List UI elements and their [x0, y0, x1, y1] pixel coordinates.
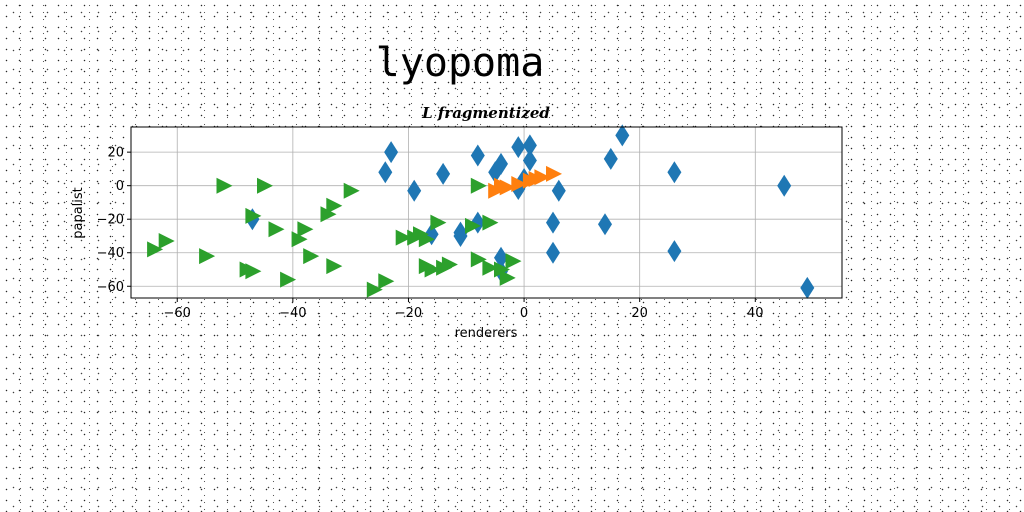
series-2-point	[343, 182, 360, 199]
series-0-point	[615, 124, 630, 147]
series-2-point	[494, 261, 510, 278]
series-2-point	[465, 217, 481, 234]
series-2-point	[239, 261, 256, 278]
series-0-point	[522, 149, 537, 172]
series-2-point	[297, 221, 314, 238]
series-1-point	[511, 176, 528, 192]
series-2-point	[245, 207, 262, 224]
series-2-point	[199, 248, 216, 265]
y-tick-label: −40	[97, 246, 124, 261]
series-2-point	[505, 253, 522, 270]
y-tick-label: −60	[97, 280, 124, 295]
series-2-point	[158, 233, 175, 249]
series-0-point	[488, 161, 503, 184]
marks	[147, 124, 815, 299]
series-0-point	[384, 141, 399, 164]
series-2-point	[395, 229, 412, 246]
series-0-point	[436, 162, 451, 185]
series-0-point	[546, 211, 560, 234]
x-tick-label: 20	[631, 306, 648, 321]
series-2-point	[470, 251, 487, 268]
plot-frame	[130, 126, 843, 299]
x-axis-label: renderers	[455, 326, 518, 341]
series-0-point	[407, 179, 422, 202]
series-1-point	[528, 171, 545, 187]
series-2-point	[499, 269, 516, 286]
series-2-point	[482, 214, 499, 231]
series-0-point	[800, 276, 815, 299]
y-tick-label: 0	[116, 179, 124, 194]
chart-title: L fragmentized	[421, 104, 550, 122]
series-0-point	[546, 241, 560, 264]
series-2-point	[418, 258, 435, 275]
series-2-point	[326, 197, 343, 214]
series-2-point	[430, 214, 447, 231]
series-2-point	[216, 177, 233, 194]
series-2-point	[366, 281, 383, 298]
series-2-point	[291, 231, 308, 248]
series-2-point	[326, 258, 343, 275]
series-0-point	[470, 144, 485, 167]
x-tick-label: −20	[395, 306, 422, 321]
series-0-point	[551, 179, 566, 202]
x-tick-label: 0	[520, 306, 528, 321]
series-2-point	[482, 259, 499, 276]
x-tick-label: −40	[279, 306, 306, 321]
series-2-point	[378, 273, 395, 290]
series-0-point	[777, 174, 792, 197]
series-0-point	[603, 147, 618, 170]
x-tick-label: 40	[747, 306, 764, 321]
series-2-point	[280, 271, 297, 288]
series-2-point	[320, 206, 337, 223]
series-0-point	[598, 213, 612, 236]
series-0-point	[511, 136, 526, 159]
y-tick-label: −20	[97, 213, 124, 228]
y-axis-label: papalist	[71, 187, 86, 239]
series-1-point	[494, 177, 510, 194]
series-2-point	[257, 177, 273, 194]
series-2-point	[436, 259, 453, 276]
series-0-point	[522, 134, 537, 157]
page-title: lyopoma	[376, 40, 545, 86]
series-2-point	[303, 248, 320, 265]
series-2-point	[268, 221, 285, 238]
series-2-point	[470, 177, 487, 194]
series-0-point	[378, 161, 393, 184]
y-tick-label: 20	[107, 146, 124, 161]
series-0-point	[453, 225, 468, 247]
series-1-point	[546, 165, 562, 182]
series-2-point	[147, 241, 164, 258]
ticks: −60 −40 −20 0 20 40 −60 −40 −20 0 20	[97, 146, 764, 321]
x-tick-label: −60	[164, 306, 191, 321]
series-2-point	[413, 226, 429, 243]
series-0-point	[667, 161, 682, 184]
series-0-point	[667, 240, 682, 263]
